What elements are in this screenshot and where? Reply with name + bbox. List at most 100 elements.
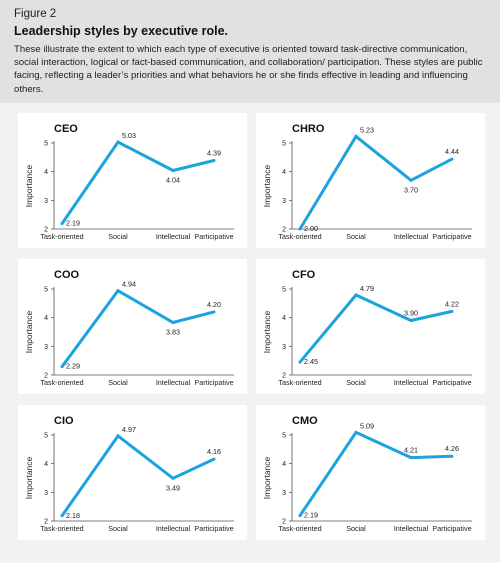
- y-tick-label: 5: [282, 433, 286, 440]
- data-point: [298, 227, 302, 231]
- data-label: 5.03: [122, 131, 136, 140]
- y-tick-label: 2: [282, 373, 286, 380]
- x-tick-label: Intellectual: [156, 378, 191, 387]
- data-point: [354, 293, 358, 297]
- y-tick-label: 3: [282, 490, 286, 497]
- chart-title: CHRO: [292, 123, 325, 135]
- data-label: 2.18: [66, 511, 80, 520]
- data-label: 2.29: [66, 362, 80, 371]
- data-label: 4.16: [207, 447, 221, 456]
- data-label: 4.04: [166, 176, 180, 185]
- y-axis-label: Importance: [262, 164, 272, 207]
- y-tick-label: 4: [44, 315, 48, 322]
- y-tick-label: 5: [44, 287, 48, 294]
- x-tick-label: Task-oriented: [278, 524, 321, 533]
- x-tick-label: Social: [108, 232, 128, 241]
- y-tick-label: 2: [44, 519, 48, 526]
- chart-panel-ceo: CEO 2 3 4 5 Importance Task-oriented Social Inte…: [18, 113, 247, 248]
- data-point: [116, 434, 120, 438]
- x-tick-label: Participative: [194, 378, 233, 387]
- data-point: [409, 178, 413, 182]
- chart-title: CIO: [54, 415, 74, 427]
- y-tick-label: 3: [44, 490, 48, 497]
- y-tick-label: 2: [44, 227, 48, 234]
- y-tick-label: 2: [282, 519, 286, 526]
- series-line: [60, 140, 215, 225]
- data-label: 4.22: [445, 299, 459, 308]
- series-line: [298, 430, 453, 517]
- y-tick-label: 4: [44, 169, 48, 176]
- data-point: [409, 456, 413, 460]
- figure-description: These illustrate the extent to which eac…: [14, 44, 483, 95]
- x-tick-label: Participative: [432, 378, 471, 387]
- series-line: [298, 134, 453, 230]
- data-label: 3.83: [166, 328, 180, 337]
- data-point: [171, 321, 175, 324]
- x-tick-label: Task-oriented: [40, 524, 83, 533]
- y-tick-label: 3: [44, 344, 48, 351]
- data-point: [116, 140, 120, 144]
- data-point: [354, 134, 358, 138]
- figure-title: Leadership styles by executive role.: [14, 24, 228, 38]
- line-chart: CEO 2 3 4 5 Importance Task-oriented Social Inte…: [24, 123, 234, 241]
- data-label: 2.45: [304, 357, 318, 366]
- data-label: 4.39: [207, 149, 221, 158]
- data-point: [354, 430, 358, 434]
- data-point: [171, 476, 175, 480]
- chart-panel-cmo: CMO 2 3 4 5 Importance Task-oriented Social Inte…: [256, 405, 485, 540]
- y-axis-label: Importance: [262, 456, 272, 499]
- y-tick-label: 3: [282, 198, 286, 205]
- x-tick-label: Task-oriented: [40, 378, 83, 387]
- chart-title: COO: [54, 269, 80, 281]
- x-tick-label: Task-oriented: [278, 232, 321, 241]
- line-chart: CHRO 2 3 4 5 Importance Task-oriented Social Int…: [262, 123, 472, 241]
- chart-panel-cio: CIO 2 3 4 5 Importance Task-oriented Social Inte…: [18, 405, 247, 540]
- x-tick-label: Social: [346, 524, 366, 533]
- chart-title: CEO: [54, 123, 78, 135]
- y-tick-label: 2: [44, 373, 48, 380]
- x-tick-label: Social: [346, 232, 366, 241]
- data-label: 3.70: [404, 185, 418, 194]
- data-point: [450, 157, 454, 161]
- x-tick-label: Intellectual: [394, 232, 429, 241]
- data-label: 4.97: [122, 425, 136, 434]
- x-tick-label: Intellectual: [394, 524, 429, 533]
- data-label: 3.49: [166, 483, 180, 492]
- x-tick-label: Intellectual: [156, 524, 191, 533]
- data-label: 2.19: [66, 219, 80, 228]
- x-tick-label: Participative: [194, 524, 233, 533]
- data-label: 2.00: [304, 224, 318, 233]
- data-label: 4.20: [207, 300, 221, 309]
- chart-panel-cfo: CFO 2 3 4 5 Importance Task-oriented Social Inte…: [256, 259, 485, 394]
- y-tick-label: 5: [44, 433, 48, 440]
- data-point: [60, 514, 64, 518]
- y-tick-label: 3: [282, 344, 286, 351]
- y-tick-label: 4: [44, 461, 48, 468]
- y-tick-label: 5: [282, 287, 286, 294]
- x-tick-label: Social: [108, 524, 128, 533]
- y-axis-label: Importance: [262, 310, 272, 353]
- data-label: 5.09: [360, 421, 374, 430]
- data-point: [450, 309, 454, 313]
- x-tick-label: Participative: [194, 232, 233, 241]
- data-label: 4.94: [122, 280, 136, 289]
- data-label: 4.26: [445, 444, 459, 453]
- x-tick-label: Task-oriented: [40, 232, 83, 241]
- data-point: [116, 289, 120, 293]
- data-point: [450, 454, 454, 458]
- data-point: [212, 457, 216, 461]
- figure-header: Figure 2 Leadership styles by executive …: [0, 0, 500, 103]
- y-tick-label: 4: [282, 461, 286, 468]
- data-point: [409, 319, 413, 322]
- line-chart: CFO 2 3 4 5 Importance Task-oriented Social Inte…: [262, 269, 472, 387]
- x-tick-label: Social: [108, 378, 128, 387]
- data-label: 4.79: [360, 284, 374, 293]
- line-chart: CMO 2 3 4 5 Importance Task-oriented Social Inte…: [262, 415, 472, 533]
- figure-label: Figure 2: [14, 8, 57, 20]
- line-chart: CIO 2 3 4 5 Importance Task-oriented Social Inte…: [24, 415, 234, 533]
- data-point: [60, 365, 64, 369]
- chart-panel-coo: COO 2 3 4 5 Importance Task-oriented Social Inte…: [18, 259, 247, 394]
- data-point: [212, 159, 216, 162]
- data-label: 3.90: [404, 309, 418, 318]
- data-label: 5.23: [360, 125, 374, 134]
